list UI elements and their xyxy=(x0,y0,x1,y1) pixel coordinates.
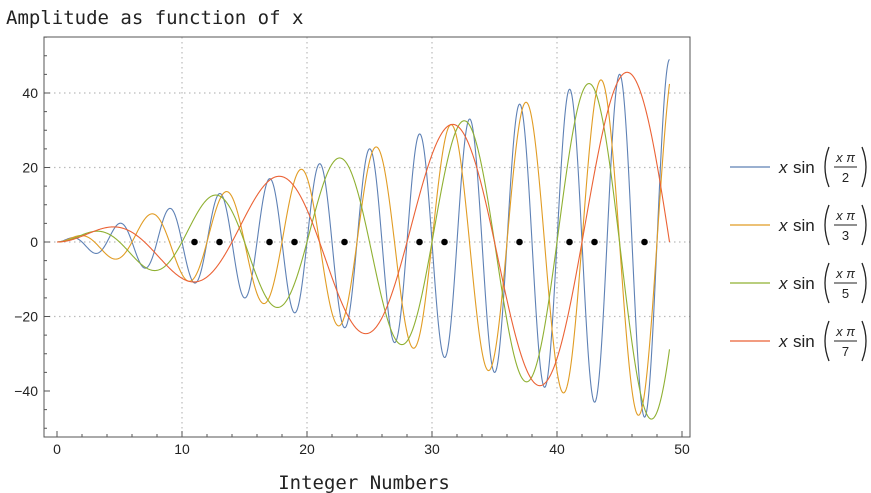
y-tick-label-40: 40 xyxy=(22,85,38,101)
legend-sin: sin xyxy=(793,158,815,177)
legend-var: x xyxy=(778,332,788,351)
data-point-47 xyxy=(641,238,648,246)
series-line-3 xyxy=(57,83,671,420)
points-layer xyxy=(191,238,648,246)
chart-title: Amplitude as function of x xyxy=(6,7,303,29)
x-tick-label-0: 0 xyxy=(53,441,61,457)
y-tick-label--20: −20 xyxy=(14,309,38,325)
legend-sin: sin xyxy=(793,274,815,293)
legend-paren-left xyxy=(824,262,830,304)
legend-frac-top: x π xyxy=(835,208,855,223)
data-point-19 xyxy=(291,238,298,246)
x-tick-label-20: 20 xyxy=(299,441,315,457)
legend-var: x xyxy=(778,216,788,235)
data-point-29 xyxy=(416,238,423,246)
series-layer xyxy=(57,59,671,420)
legend-item-1: x sin x π 2 xyxy=(730,146,867,188)
legend-paren-left xyxy=(824,146,830,188)
data-point-13 xyxy=(216,238,223,246)
legend-frac-bottom: 3 xyxy=(842,228,849,243)
axes: 0 10 20 30 40 50 −40 −20 0 20 40 xyxy=(14,36,690,457)
legend-paren-right xyxy=(861,262,867,304)
legend-item-4: x sin x π 7 xyxy=(730,320,867,362)
grid xyxy=(44,37,690,437)
legend-frac-top: x π xyxy=(835,324,855,339)
data-point-37 xyxy=(516,238,523,246)
y-tick-label-20: 20 xyxy=(22,160,38,176)
plot-frame xyxy=(43,36,691,438)
data-point-17 xyxy=(266,238,273,246)
y-tick-label--40: −40 xyxy=(14,383,38,399)
legend-paren-right xyxy=(861,204,867,246)
legend-item-2: x sin x π 3 xyxy=(730,204,867,246)
data-point-23 xyxy=(341,238,348,246)
legend-paren-right xyxy=(861,320,867,362)
data-point-43 xyxy=(591,238,598,246)
series-line-2 xyxy=(57,79,671,416)
series-line-1 xyxy=(57,59,670,418)
series-line-4 xyxy=(57,71,671,387)
legend-frac-bottom: 7 xyxy=(842,344,849,359)
x-axis-label: Integer Numbers xyxy=(278,472,450,493)
legend-frac-bottom: 5 xyxy=(842,286,849,301)
legend-item-3: x sin x π 5 xyxy=(730,262,867,304)
legend-sin: sin xyxy=(793,216,815,235)
data-point-11 xyxy=(191,238,198,246)
legend-frac-top: x π xyxy=(835,266,855,281)
data-point-41 xyxy=(566,238,573,246)
legend-var: x xyxy=(778,274,788,293)
x-tick-label-10: 10 xyxy=(174,441,190,457)
legend-paren-left xyxy=(824,320,830,362)
legend-var: x xyxy=(778,158,788,177)
legend-frac-top: x π xyxy=(835,150,855,165)
y-tick-label-0: 0 xyxy=(30,234,38,250)
x-tick-label-40: 40 xyxy=(549,441,565,457)
x-tick-label-50: 50 xyxy=(674,441,690,457)
legend-frac-bottom: 2 xyxy=(842,170,849,185)
data-point-31 xyxy=(441,238,448,246)
legend-paren-left xyxy=(824,204,830,246)
legend-sin: sin xyxy=(793,332,815,351)
x-tick-label-30: 30 xyxy=(424,441,440,457)
legend-paren-right xyxy=(861,146,867,188)
